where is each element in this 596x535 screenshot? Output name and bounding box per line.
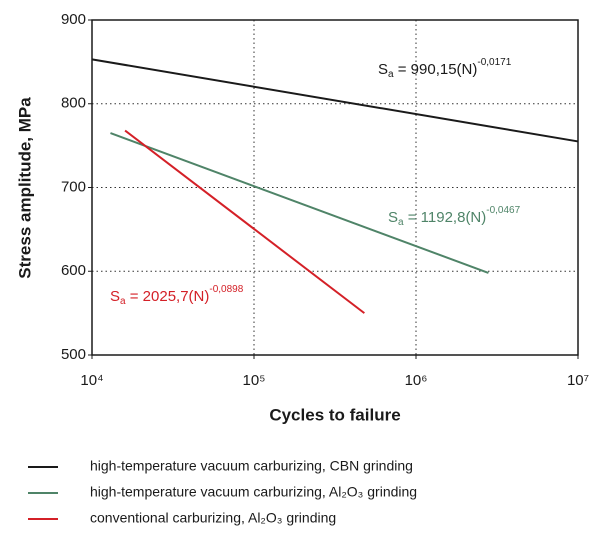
equation: Sa = 2025,7(N)-0,0898 xyxy=(110,284,244,307)
equation-symbol: S xyxy=(378,61,388,78)
plot-frame xyxy=(91,19,579,356)
y-tick-label: 600 xyxy=(61,262,86,279)
equation-body: = 2025,7(N) xyxy=(126,288,210,305)
x-tick-label: 10⁶ xyxy=(405,372,428,389)
x-tick-label: 10⁷ xyxy=(567,372,589,389)
legend-label: conventional carburizing, Al₂O₃ grinding xyxy=(90,510,336,526)
equation-body: = 1192,8(N) xyxy=(404,209,487,226)
x-tick-label: 10⁵ xyxy=(243,372,266,389)
data-line xyxy=(91,58,579,143)
legend-label: high-temperature vacuum carburizing, Al₂… xyxy=(90,484,417,500)
y-tick-label: 900 xyxy=(61,11,86,28)
data-line xyxy=(110,132,489,274)
legend-label: high-temperature vacuum carburizing, CBN… xyxy=(90,458,413,474)
equation-exponent: -0,0467 xyxy=(486,205,520,216)
equation-subscript: a xyxy=(398,217,404,228)
equation-subscript: a xyxy=(388,69,394,80)
equation-body: = 990,15(N) xyxy=(394,61,478,78)
y-axis-title: Stress amplitude, MPa xyxy=(15,97,34,279)
equation-exponent: -0,0898 xyxy=(209,284,243,295)
equation: Sa = 1192,8(N)-0,0467 xyxy=(388,205,521,228)
y-tick-label: 800 xyxy=(61,95,86,112)
equation-exponent: -0,0171 xyxy=(477,57,511,68)
equation-symbol: S xyxy=(110,288,120,305)
equation-symbol: S xyxy=(388,209,398,226)
data-line xyxy=(124,129,365,314)
equation-subscript: a xyxy=(120,296,126,307)
x-tick-label: 10⁴ xyxy=(80,372,103,389)
equation: Sa = 990,15(N)-0,0171 xyxy=(378,57,512,80)
y-tick-label: 500 xyxy=(61,346,86,363)
y-tick-label: 700 xyxy=(61,178,86,195)
x-axis-title: Cycles to failure xyxy=(269,405,400,424)
